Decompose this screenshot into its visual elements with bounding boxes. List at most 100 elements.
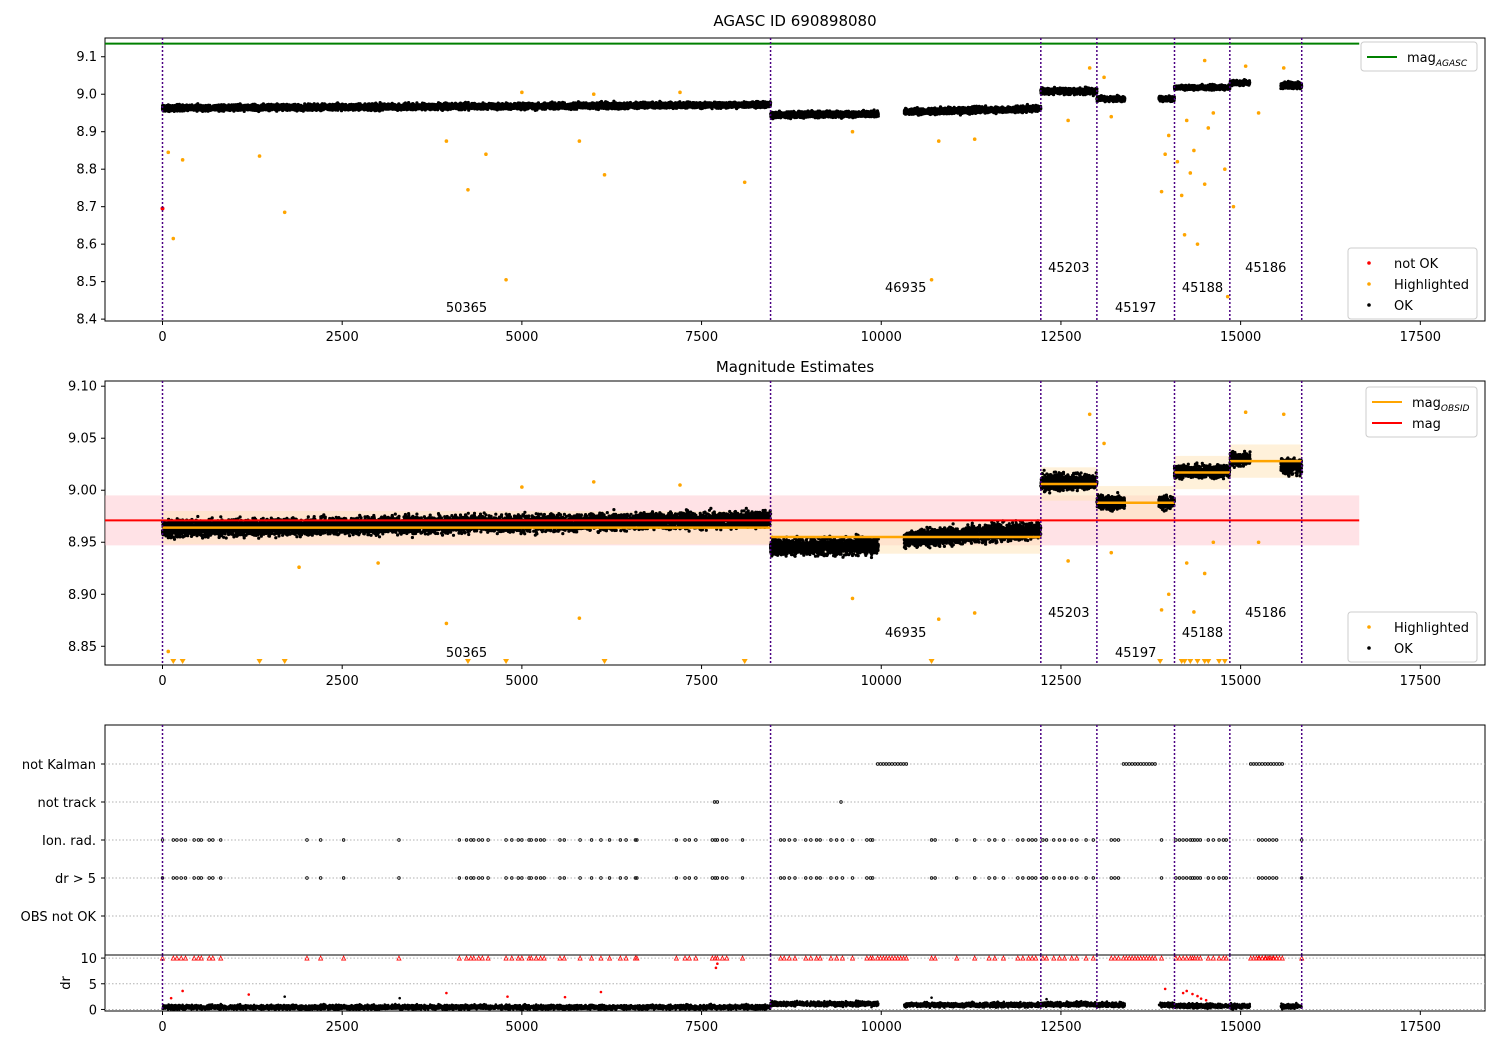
flag-point	[1274, 838, 1279, 842]
y-tick-label: 8.7	[76, 200, 97, 215]
flag-point	[1084, 876, 1088, 880]
legend-swatch	[1367, 625, 1371, 629]
capped-dr-marker	[557, 955, 563, 961]
capped-dr-marker	[1083, 955, 1089, 961]
legend-swatch	[1367, 303, 1371, 307]
flag-point	[1109, 838, 1113, 842]
ok-points	[1157, 94, 1177, 104]
highlighted-point	[484, 152, 488, 156]
highlighted-point	[1223, 167, 1227, 171]
flag-point	[529, 876, 533, 880]
highlighted-point	[180, 158, 185, 162]
flag-point	[1190, 876, 1195, 880]
flag-point	[865, 876, 869, 880]
flag-point	[472, 876, 476, 880]
ok-points	[1095, 491, 1127, 513]
flag-point	[1206, 838, 1210, 842]
capped-dr-marker	[781, 955, 787, 961]
capped-dr-marker	[634, 955, 640, 961]
flag-point	[804, 876, 808, 880]
flag-point	[1041, 876, 1045, 880]
flag-point	[175, 876, 179, 880]
highlighted-point	[1102, 441, 1106, 446]
flag-point	[715, 838, 720, 842]
capped-dr-marker	[1000, 955, 1007, 961]
capped-dr-marker	[1090, 955, 1096, 961]
flag-point	[972, 838, 977, 842]
flag-point	[1044, 876, 1049, 880]
capped-dr-marker	[1271, 955, 1277, 961]
flag-point	[1127, 762, 1131, 766]
highlighted-point	[1202, 182, 1207, 186]
flag-point	[787, 876, 791, 880]
flag-label: OBS not OK	[21, 910, 97, 925]
ok-points	[902, 102, 1043, 117]
capped-dr-marker	[195, 955, 202, 961]
capped-dr-marker	[577, 955, 583, 961]
flag-point	[1159, 838, 1164, 842]
flag-point	[1217, 838, 1221, 842]
highlighted-point	[1066, 118, 1070, 123]
capped-dr-marker	[317, 955, 324, 961]
x-tick-label: 5000	[505, 330, 538, 345]
capped-dr-marker	[693, 955, 699, 961]
capped-dr-marker	[834, 955, 840, 961]
below-range-marker	[256, 659, 263, 664]
flag-point	[725, 876, 729, 880]
flag-point	[1057, 876, 1062, 880]
large-dr-point	[506, 995, 509, 998]
flag-point	[183, 876, 188, 880]
flag-point	[183, 838, 188, 842]
capped-dr-marker	[1051, 955, 1057, 961]
flag-point	[534, 876, 538, 880]
capped-dr-marker	[468, 955, 474, 961]
large-dr-point	[599, 990, 603, 994]
flag-point	[341, 876, 346, 880]
y-tick-label: 9.0	[76, 88, 97, 103]
capped-dr-marker	[1210, 955, 1216, 961]
capped-dr-marker	[1262, 955, 1268, 961]
flag-point	[782, 876, 786, 880]
flag-point	[192, 838, 196, 842]
highlighted-point	[936, 139, 941, 143]
legend-box	[1347, 611, 1478, 663]
below-range-marker	[1194, 659, 1201, 664]
flag-point	[457, 876, 462, 880]
highlighted-point	[591, 480, 596, 484]
capped-dr-marker	[1069, 955, 1075, 961]
x-tick-label: 10000	[861, 674, 902, 689]
flag-point	[599, 838, 603, 842]
flag-point	[694, 838, 698, 842]
flag-point	[1271, 838, 1275, 842]
flag-point	[870, 876, 875, 880]
highlighted-point	[1202, 571, 1207, 576]
capped-dr-marker	[1112, 955, 1118, 961]
flag-point	[510, 876, 514, 880]
capped-dr-marker	[1250, 955, 1257, 961]
x-tick-label: 17500	[1400, 674, 1441, 689]
x-tick-label: 7500	[685, 1020, 718, 1035]
flag-point	[1177, 876, 1182, 880]
highlighted-point	[602, 173, 607, 177]
highlighted-point	[1159, 608, 1164, 612]
y-tick-label: 0	[89, 1003, 97, 1018]
obsid-label: 45186	[1245, 261, 1286, 276]
obsid-label: 46935	[885, 626, 926, 641]
flag-point	[1206, 876, 1210, 880]
capped-dr-marker	[864, 955, 870, 961]
capped-dr-marker	[1173, 955, 1179, 961]
flag-point	[558, 838, 562, 842]
x-tick-label: 10000	[861, 330, 902, 345]
flag-point	[633, 838, 638, 842]
flag-point	[542, 876, 546, 880]
ok-points	[769, 108, 880, 121]
capped-dr-marker	[954, 955, 960, 961]
capped-dr-marker	[1273, 955, 1280, 961]
capped-dr-marker	[1268, 955, 1274, 961]
x-tick-label: 10000	[861, 1020, 902, 1035]
flag-point	[1260, 876, 1264, 880]
flag-point	[840, 838, 845, 842]
capped-dr-marker	[886, 955, 892, 961]
flag-point	[1185, 876, 1189, 880]
below-range-marker	[1181, 659, 1188, 664]
